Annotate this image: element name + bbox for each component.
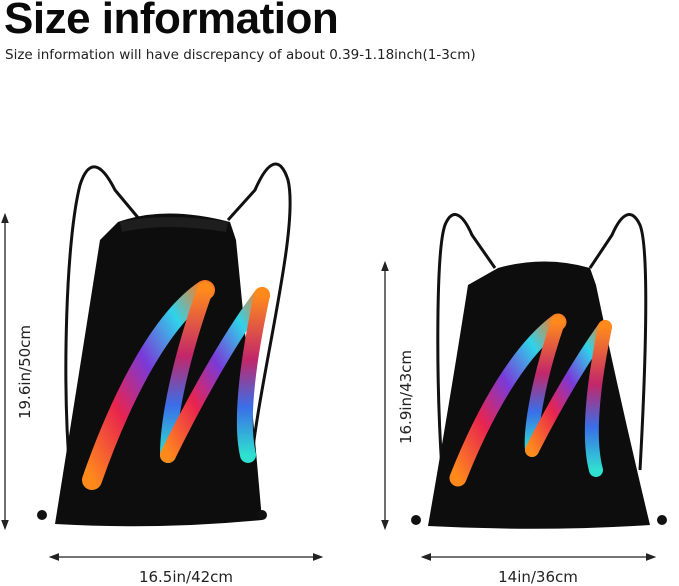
page-subtitle: Size information will have discrepancy o… [5, 47, 476, 63]
page-title: Size information [4, 0, 339, 43]
small-width-label: 14in/36cm [498, 568, 578, 586]
large-width-label: 16.5in/42cm [139, 568, 233, 586]
letter-m-print [82, 280, 270, 490]
small-height-label: 16.9in/43cm [397, 350, 415, 444]
small-bag [411, 213, 667, 529]
letter-m-print [449, 313, 612, 487]
large-bag [37, 162, 292, 527]
large-height-label: 19.6in/50cm [16, 325, 34, 419]
